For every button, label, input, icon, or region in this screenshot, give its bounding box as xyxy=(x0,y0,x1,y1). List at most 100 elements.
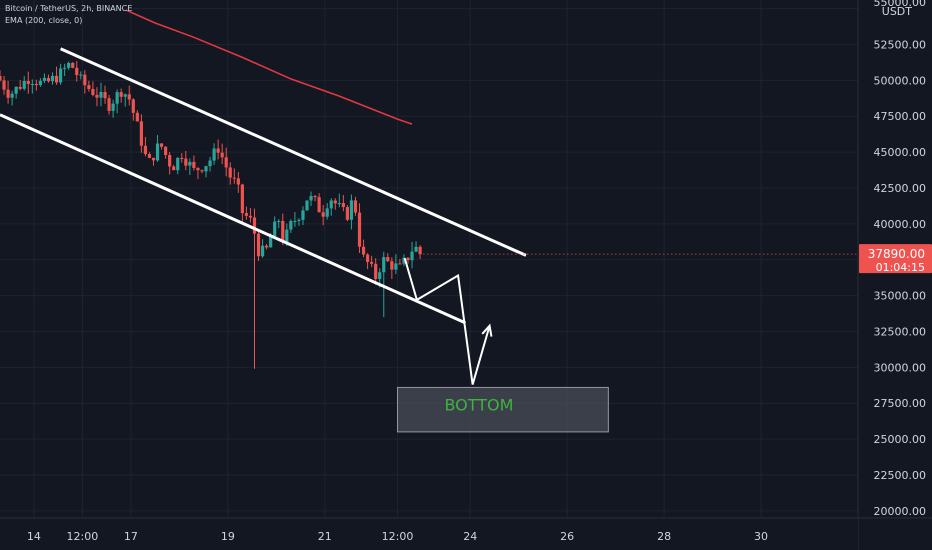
candle-body xyxy=(10,93,14,98)
channel-lower-line[interactable] xyxy=(0,113,466,325)
candle-body xyxy=(309,196,313,201)
candle-body xyxy=(394,263,398,270)
projected-path-arrow[interactable] xyxy=(403,258,491,385)
candle-body xyxy=(135,112,139,122)
candle-body xyxy=(159,143,164,147)
candle-body xyxy=(79,74,83,76)
candle-body xyxy=(208,160,212,167)
candle-body xyxy=(321,212,325,217)
x-tick-label: 12:00 xyxy=(382,530,414,543)
candle-body xyxy=(232,177,236,179)
candle-body xyxy=(228,167,232,178)
candle-body xyxy=(325,208,329,217)
bottom-zone-label: BOTTOM xyxy=(444,395,513,414)
candle-body xyxy=(111,103,115,111)
candle-body xyxy=(42,77,47,81)
candle-body xyxy=(127,94,131,100)
candle-body xyxy=(30,83,34,85)
y-tick-label: 35000.00 xyxy=(874,290,927,303)
channel-upper-line[interactable] xyxy=(59,47,527,257)
y-tick-label: 32500.00 xyxy=(874,325,927,338)
candle-body xyxy=(353,200,358,213)
candle-body xyxy=(252,217,257,234)
candle-body xyxy=(2,80,6,90)
y-tick-label: 22500.00 xyxy=(874,469,927,482)
current-price-value: 37890.00 xyxy=(868,247,925,261)
candle-body xyxy=(337,203,341,205)
bottom-zone-box[interactable] xyxy=(396,386,609,433)
candle-body xyxy=(374,263,378,280)
candle-body xyxy=(248,215,253,218)
bar-countdown: 01:04:15 xyxy=(876,261,925,274)
candle-body xyxy=(119,92,123,97)
candle-body xyxy=(147,154,152,158)
candle-body xyxy=(345,207,350,220)
candle-body xyxy=(14,86,18,94)
candle-body xyxy=(361,246,366,255)
x-tick-label: 26 xyxy=(560,530,574,543)
candle-body xyxy=(224,157,228,168)
candle-body xyxy=(26,81,30,85)
candle-body xyxy=(216,148,220,153)
drawings[interactable]: BOTTOM xyxy=(0,47,609,433)
candle-body xyxy=(244,213,249,216)
y-tick-label: 50000.00 xyxy=(874,74,927,87)
ema-line xyxy=(125,9,413,125)
candle-body xyxy=(143,145,148,155)
x-tick-label: 24 xyxy=(463,530,477,543)
price-scale-panel xyxy=(858,0,932,550)
candle-body xyxy=(123,94,127,97)
candle-body xyxy=(176,157,180,171)
labels: 52500.00 50000.00 47500.00 45000.00 42500.00… xyxy=(27,0,932,543)
candle-body xyxy=(402,257,406,264)
candle-body xyxy=(172,166,176,171)
candle-body xyxy=(200,170,204,172)
candle-body xyxy=(151,157,156,161)
y-tick-label: 20000.00 xyxy=(874,505,927,518)
candle-body xyxy=(273,221,277,237)
grid-lines xyxy=(0,0,858,518)
current-price-tag[interactable] xyxy=(859,244,932,274)
y-tick-label: 45000.00 xyxy=(874,146,927,159)
candle-body xyxy=(414,246,418,252)
candle-body xyxy=(188,161,192,166)
candle-body xyxy=(204,166,208,172)
candle-body xyxy=(50,75,55,82)
candle-body xyxy=(297,219,301,221)
x-tick-label: 30 xyxy=(754,530,768,543)
candle-body xyxy=(240,184,244,214)
candle-body xyxy=(317,197,321,213)
candle-body xyxy=(382,257,386,273)
candle-body xyxy=(155,143,160,161)
candles xyxy=(0,9,422,369)
candle-body xyxy=(196,167,200,171)
candle-body xyxy=(46,77,51,82)
x-tick-label: 17 xyxy=(124,530,138,543)
candle-body xyxy=(34,83,38,86)
candle-body xyxy=(115,92,119,104)
candle-body xyxy=(75,67,79,75)
candle-body xyxy=(22,81,26,89)
candle-body xyxy=(370,261,374,264)
ema-indicator-label: EMA (200, close, 0) xyxy=(5,16,83,25)
candle-body xyxy=(236,178,240,185)
candle-body xyxy=(58,68,63,83)
candle-body xyxy=(365,254,370,262)
candle-body xyxy=(67,62,71,68)
y-tick-label: 30000.00 xyxy=(874,361,927,374)
y-tick-label: 42500.00 xyxy=(874,182,927,195)
candle-body xyxy=(220,152,224,158)
candle-body xyxy=(390,261,394,270)
y-tick-label: 55000.00 xyxy=(874,0,927,9)
candle-body xyxy=(71,62,75,68)
candle-body xyxy=(260,245,265,257)
y-tick-label: 27500.00 xyxy=(874,397,927,410)
candle-body xyxy=(418,246,422,255)
candle-body xyxy=(54,75,59,83)
candle-body xyxy=(285,229,289,243)
candle-body xyxy=(293,220,297,222)
currency-label: USDT xyxy=(882,5,913,18)
candle-body xyxy=(406,257,410,261)
